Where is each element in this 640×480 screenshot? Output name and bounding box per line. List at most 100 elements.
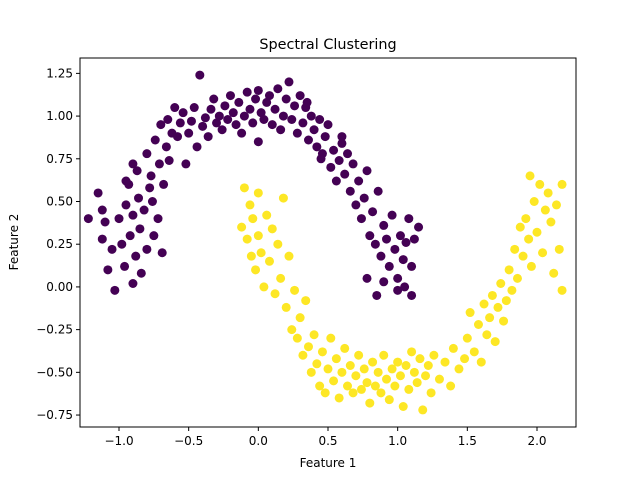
cluster-1-point [270,289,280,299]
cluster-0-point [173,132,183,142]
cluster-0-point [217,125,227,135]
cluster-1-point [412,378,422,388]
y-tick-label: 1.25 [46,66,73,80]
cluster-0-point [147,197,157,206]
cluster-0-point [206,104,216,114]
cluster-0-point [125,231,135,241]
cluster-0-point [248,118,258,128]
cluster-1-point [496,279,506,288]
cluster-0-point [295,91,305,101]
cluster-1-point [379,350,389,360]
cluster-0-point [164,156,174,165]
cluster-1-point [557,179,567,189]
cluster-1-point [507,285,517,295]
cluster-1-point [454,364,464,374]
cluster-1-point [290,285,300,295]
cluster-0-point [281,94,291,104]
cluster-0-point [287,115,297,124]
cluster-0-point [195,70,205,80]
cluster-1-point [337,367,347,377]
cluster-0-point [142,244,152,254]
cluster-1-point [362,378,372,388]
cluster-0-point [231,120,241,130]
cluster-0-point [256,108,266,118]
cluster-0-point [337,138,347,148]
cluster-1-point [529,197,539,206]
cluster-1-point [323,364,333,374]
x-axis-ticks: −1.0 −0.5 0.0 0.5 1.0 1.5 2.0 [104,427,547,448]
cluster-0-point [373,186,383,196]
cluster-0-point [340,169,350,179]
cluster-1-point [387,364,397,374]
cluster-1-point [317,347,327,357]
cluster-0-point [414,222,424,232]
cluster-0-point [309,125,319,135]
cluster-1-point [320,388,330,398]
cluster-0-point [376,251,386,261]
x-tick-label: 2.0 [527,434,546,448]
cluster-0-point [120,261,130,271]
cluster-0-point [343,149,353,159]
y-tick-label: 0.75 [46,152,73,166]
cluster-0-point [273,84,283,94]
cluster-0-point [209,94,219,104]
cluster-0-point [407,261,417,271]
cluster-0-point [186,116,196,126]
cluster-1-point [485,313,495,323]
cluster-0-point [393,273,403,283]
cluster-1-point [368,357,378,367]
cluster-0-point [400,282,410,292]
cluster-1-point [501,296,511,306]
cluster-1-point [264,256,274,266]
cluster-1-point [262,210,272,220]
cluster-1-point [356,384,366,394]
cluster-0-point [225,91,235,101]
cluster-0-point [326,162,336,172]
cluster-0-point [303,135,313,145]
y-tick-label: 0.25 [46,237,73,251]
cluster-0-point [242,87,252,97]
cluster-0-point [245,104,255,114]
cluster-0-point [312,142,322,152]
cluster-0-point [372,290,382,300]
cluster-1-point [295,313,305,323]
cluster-0-point [181,159,191,169]
cluster-0-point [276,125,286,135]
x-tick-label: 1.0 [388,434,407,448]
cluster-1-point [256,248,266,258]
y-tick-label: −0.25 [36,323,73,337]
cluster-0-point [253,137,263,147]
cluster-0-point [365,231,375,241]
cluster-1-point [551,200,561,210]
cluster-0-point [337,132,347,142]
cluster-1-point [448,343,458,353]
cluster-0-point [153,214,163,224]
cluster-1-point [334,393,344,403]
cluster-1-point [253,231,263,241]
cluster-1-point [267,224,277,234]
cluster-0-point [214,111,224,121]
cluster-0-point [192,142,202,152]
cluster-0-point [220,101,230,111]
cluster-1-point [370,381,380,391]
cluster-0-point [395,231,405,241]
y-tick-label: −0.50 [36,365,73,379]
cluster-0-point [161,142,171,152]
cluster-0-point [316,154,326,164]
cluster-1-point [359,364,369,374]
data-points [83,70,567,415]
cluster-1-point [476,357,486,367]
cluster-1-point [515,222,525,232]
cluster-0-point [145,183,155,193]
cluster-1-point [482,330,492,340]
cluster-1-point [273,239,283,249]
cluster-0-point [110,285,120,295]
cluster-0-point [370,239,380,249]
cluster-0-point [382,234,392,244]
x-tick-label: 0.5 [318,434,337,448]
cluster-1-point [479,299,489,309]
cluster-0-point [203,132,213,142]
cluster-0-point [159,179,169,189]
cluster-1-point [521,214,531,224]
cluster-1-point [525,171,535,181]
